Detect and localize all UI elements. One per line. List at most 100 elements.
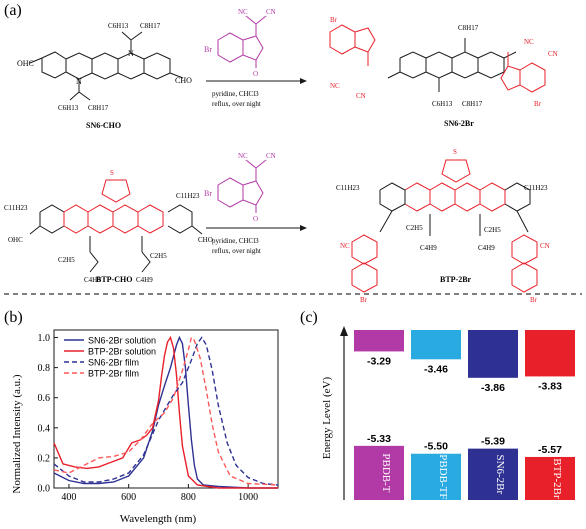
btp-2br-c4h9-left: C4H9 bbox=[420, 244, 437, 252]
sn6-cho-name: SN6-CHO bbox=[86, 121, 121, 130]
btp-2br-c2h5-right: C2H5 bbox=[484, 226, 501, 234]
btp-2br-br-right: Br bbox=[530, 296, 538, 304]
category-label-3: SN6-2Br bbox=[494, 454, 506, 494]
btp-2br-c11h23-left: C11H23 bbox=[336, 184, 360, 192]
lumo-bar-3 bbox=[468, 330, 518, 378]
y-tick-label: 0.4 bbox=[38, 423, 51, 434]
sn6-2br-name: SN6-2Br bbox=[444, 119, 474, 128]
category-label-4: BTP-2Br bbox=[551, 458, 563, 499]
sn6-cho-c6h13-top-label: C6H13 bbox=[108, 22, 129, 30]
sn6-2br-c6h13-label: C6H13 bbox=[432, 100, 453, 108]
btp-cho-structure bbox=[29, 179, 203, 273]
reagent-1-br-label: Br bbox=[204, 45, 212, 54]
panel-label-b: (b) bbox=[4, 309, 23, 326]
reaction-2-condition-1: pyridine, CHCl3 bbox=[212, 237, 259, 245]
reagent-1-structure bbox=[217, 15, 267, 68]
reaction-arrow-1-head bbox=[300, 78, 307, 84]
btp-2br-c4h9-right: C4H9 bbox=[478, 244, 495, 252]
spectra-plot: 400 600 800 1000 0.0 0.2 0.4 0.6 0.8 1.0 SN6-2Br s… bbox=[38, 329, 279, 503]
sn6-cho-c8h17-top-label: C8H17 bbox=[140, 22, 161, 30]
reagent-2-nc-label: NC bbox=[238, 152, 248, 160]
reaction-1-condition-1: pyridine, CHCl3 bbox=[212, 90, 259, 98]
btp-2br-s-label: S bbox=[453, 148, 457, 156]
sn6-2br-structure bbox=[329, 24, 546, 93]
category-label-2: PBDB-TF bbox=[437, 454, 449, 499]
btp-cho-cho-label: CHO bbox=[198, 236, 213, 244]
lumo-value-3: -3.86 bbox=[481, 382, 505, 394]
sn6-2br-cn2-label: CN bbox=[548, 50, 558, 58]
lumo-value-4: -3.83 bbox=[538, 380, 562, 392]
x-tick-label: 400 bbox=[61, 492, 76, 503]
btp-cho-name: BTP-CHO bbox=[96, 275, 132, 284]
energy-axis-arrowhead bbox=[340, 326, 348, 336]
sn6-cho-structure bbox=[29, 31, 184, 101]
energy-y-axis-label: Energy Level (eV) bbox=[321, 377, 333, 460]
btp-2br-structure bbox=[351, 159, 538, 293]
sn6-2br-nc2-label: NC bbox=[524, 38, 534, 46]
y-tick-label: 0.6 bbox=[38, 393, 51, 404]
btp-cho-c2h5-left: C2H5 bbox=[58, 256, 75, 264]
sn6-2br-cn-label: CN bbox=[356, 92, 366, 100]
sn6-2br-c8h17-top-label: C8H17 bbox=[458, 24, 479, 32]
y-tick-label: 0.2 bbox=[38, 453, 51, 464]
btp-2br-nc-left: NC bbox=[340, 242, 350, 250]
lumo-value-2: -3.46 bbox=[424, 363, 448, 375]
homo-value-4: -5.57 bbox=[538, 444, 562, 456]
sn6-cho-n1-label: N bbox=[76, 77, 82, 86]
x-tick-label: 800 bbox=[181, 492, 196, 503]
y-tick-label: 0.8 bbox=[38, 363, 51, 374]
homo-bar-4 bbox=[525, 456, 575, 500]
lumo-bar-4 bbox=[525, 330, 575, 377]
sn6-2br-br2-label: Br bbox=[534, 100, 542, 108]
reagent-1-nc-label: NC bbox=[238, 8, 248, 16]
btp-2br-name: BTP-2Br bbox=[440, 275, 472, 284]
reagent-2-structure bbox=[217, 159, 267, 213]
legend-label-3: SN6-2Br film bbox=[88, 358, 139, 368]
homo-bar-1 bbox=[354, 445, 404, 500]
reagent-2-o-label: O bbox=[253, 215, 258, 223]
reagent-2-br-label: Br bbox=[204, 189, 212, 198]
reagent-1-cn-label: CN bbox=[266, 8, 276, 16]
reagent-2-cn-label: CN bbox=[266, 152, 276, 160]
reaction-arrow-2-head bbox=[300, 225, 307, 231]
category-label-1: PBDB-T bbox=[380, 453, 392, 492]
reaction-1-condition-2: reflux, over night bbox=[212, 100, 261, 108]
btp-2br-cn-right: CN bbox=[540, 242, 550, 250]
spectra-y-axis-label: Normalized Intensity (a.u.) bbox=[11, 374, 23, 493]
btp-cho-c11h23-left: C11H23 bbox=[4, 204, 28, 212]
homo-value-3: -5.39 bbox=[481, 436, 505, 448]
btp-2br-c11h23-right: C11H23 bbox=[524, 184, 548, 192]
series-line-3 bbox=[53, 336, 279, 486]
legend-label-4: BTP-2Br film bbox=[88, 369, 139, 379]
homo-bar-2 bbox=[411, 453, 461, 500]
homo-value-2: -5.50 bbox=[424, 441, 448, 453]
series-line-4 bbox=[53, 336, 279, 486]
btp-2br-br-left: Br bbox=[360, 296, 368, 304]
sn6-cho-n2-label: N bbox=[128, 49, 134, 58]
sn6-2br-nc-label: NC bbox=[330, 82, 340, 90]
sn6-2br-c8h17-label: C8H17 bbox=[462, 100, 483, 108]
btp-cho-c11h23-right: C11H23 bbox=[176, 192, 200, 200]
panel-label-c: (c) bbox=[300, 309, 318, 326]
btp-cho-c2h5-right: C2H5 bbox=[150, 252, 167, 260]
sn6-cho-c6h13-label: C6H13 bbox=[58, 104, 79, 112]
sn6-cho-cho-label: CHO bbox=[175, 76, 192, 85]
sn6-2br-br1-label: Br bbox=[330, 16, 338, 24]
btp-cho-c4h9-right: C4H9 bbox=[136, 276, 153, 284]
y-tick-label: 0.0 bbox=[38, 484, 51, 495]
legend-label-2: BTP-2Br solution bbox=[88, 347, 156, 357]
spectra-plot-frame bbox=[53, 329, 279, 489]
legend-label-1: SN6-2Br solution bbox=[88, 336, 156, 346]
lumo-bar-2 bbox=[411, 330, 461, 360]
sn6-cho-c8h17-label: C8H17 bbox=[88, 104, 109, 112]
lumo-value-1: -3.29 bbox=[367, 355, 391, 367]
reagent-1-o-label: O bbox=[253, 70, 258, 78]
series-line-2 bbox=[53, 335, 278, 489]
x-tick-label: 600 bbox=[121, 492, 136, 503]
sn6-cho-ohc-label: OHC bbox=[17, 59, 34, 68]
spectra-x-axis-label: Wavelength (nm) bbox=[120, 513, 197, 525]
x-tick-label: 1000 bbox=[238, 492, 258, 503]
lumo-bar-1 bbox=[354, 330, 404, 352]
